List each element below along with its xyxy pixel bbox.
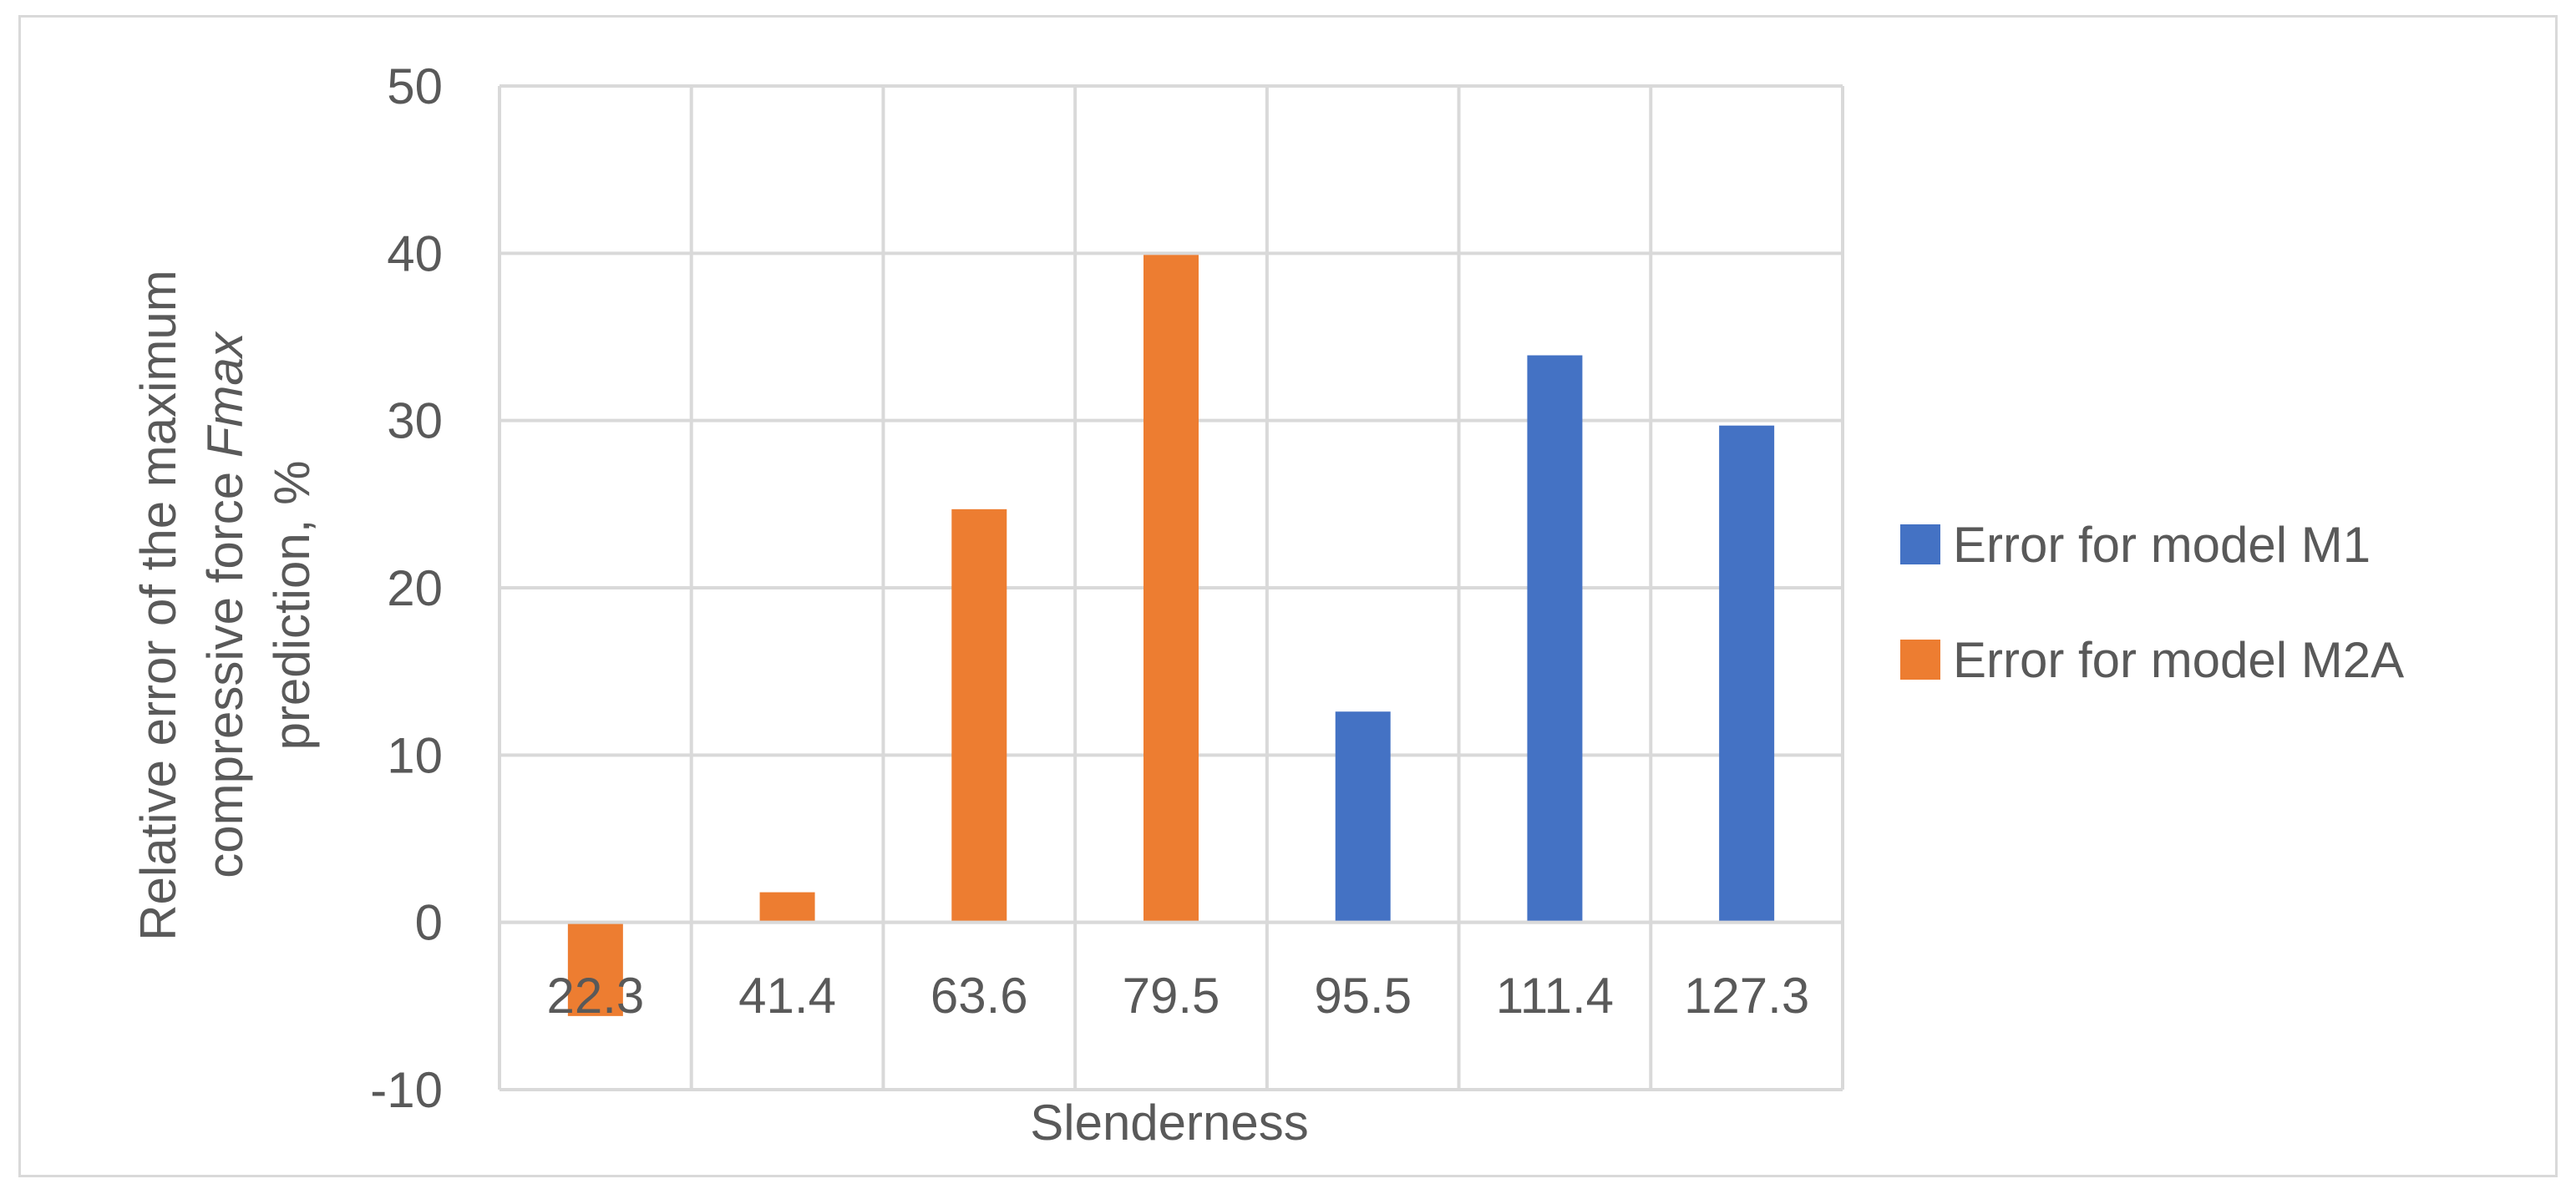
y-tick-label: 0 <box>415 895 443 951</box>
x-tick-label: 22.3 <box>546 968 644 1024</box>
y-axis-title-line-2-text: compressive force <box>197 458 253 878</box>
y-tick-labels: 50 40 30 20 10 0 -10 <box>370 58 443 1118</box>
chart-frame <box>18 15 2558 1177</box>
bar-error-for-model-m2a-41.4 <box>759 892 815 923</box>
y-tick-label: 50 <box>387 58 443 114</box>
x-tick-labels: 22.3 41.4 63.6 79.5 95.5 111.4 127.3 <box>546 968 1809 1024</box>
x-tick-label: 127.3 <box>1684 968 1809 1024</box>
bar-error-for-model-m2a-22.3 <box>567 922 623 1016</box>
x-tick-label: 41.4 <box>738 968 836 1024</box>
bar-error-for-model-m1-95.5 <box>1335 711 1391 923</box>
y-tick-label: 30 <box>387 393 443 449</box>
y-axis-title-fmax: Fmax <box>197 331 253 458</box>
legend-item: Error for model M1 <box>1900 517 2371 573</box>
legend-label: Error for model M2A <box>1953 632 2404 688</box>
bar-error-for-model-m1-111.4 <box>1527 355 1583 923</box>
legend-item: Error for model M2A <box>1900 632 2404 688</box>
y-tick-label: 40 <box>387 225 443 281</box>
x-axis-title: Slenderness <box>1030 1095 1309 1151</box>
bar-error-for-model-m1-127.3 <box>1719 425 1775 923</box>
y-axis-title: Relative error of the maximum compressiv… <box>130 270 320 941</box>
x-tick-label: 79.5 <box>1123 968 1220 1024</box>
legend-swatch <box>1900 640 1940 680</box>
x-tick-label: 63.6 <box>931 968 1028 1024</box>
y-axis-title-line-3: prediction, % <box>264 461 320 751</box>
y-axis-title-line-1: Relative error of the maximum <box>130 270 186 941</box>
y-axis-title-line-2: compressive force Fmax <box>197 331 253 878</box>
y-tick-label: -10 <box>370 1062 443 1118</box>
bar-error-for-model-m2a-63.6 <box>951 508 1007 923</box>
legend-label: Error for model M1 <box>1953 517 2371 573</box>
x-tick-label: 95.5 <box>1314 968 1412 1024</box>
legend-swatch <box>1900 524 1940 564</box>
bars-layer <box>567 255 1775 1016</box>
bar-error-for-model-m2a-79.5 <box>1143 255 1199 923</box>
y-tick-label: 20 <box>387 560 443 616</box>
x-tick-label: 111.4 <box>1496 968 1614 1024</box>
y-tick-label: 10 <box>387 727 443 783</box>
legend: Error for model M1 Error for model M2A <box>1900 517 2404 688</box>
